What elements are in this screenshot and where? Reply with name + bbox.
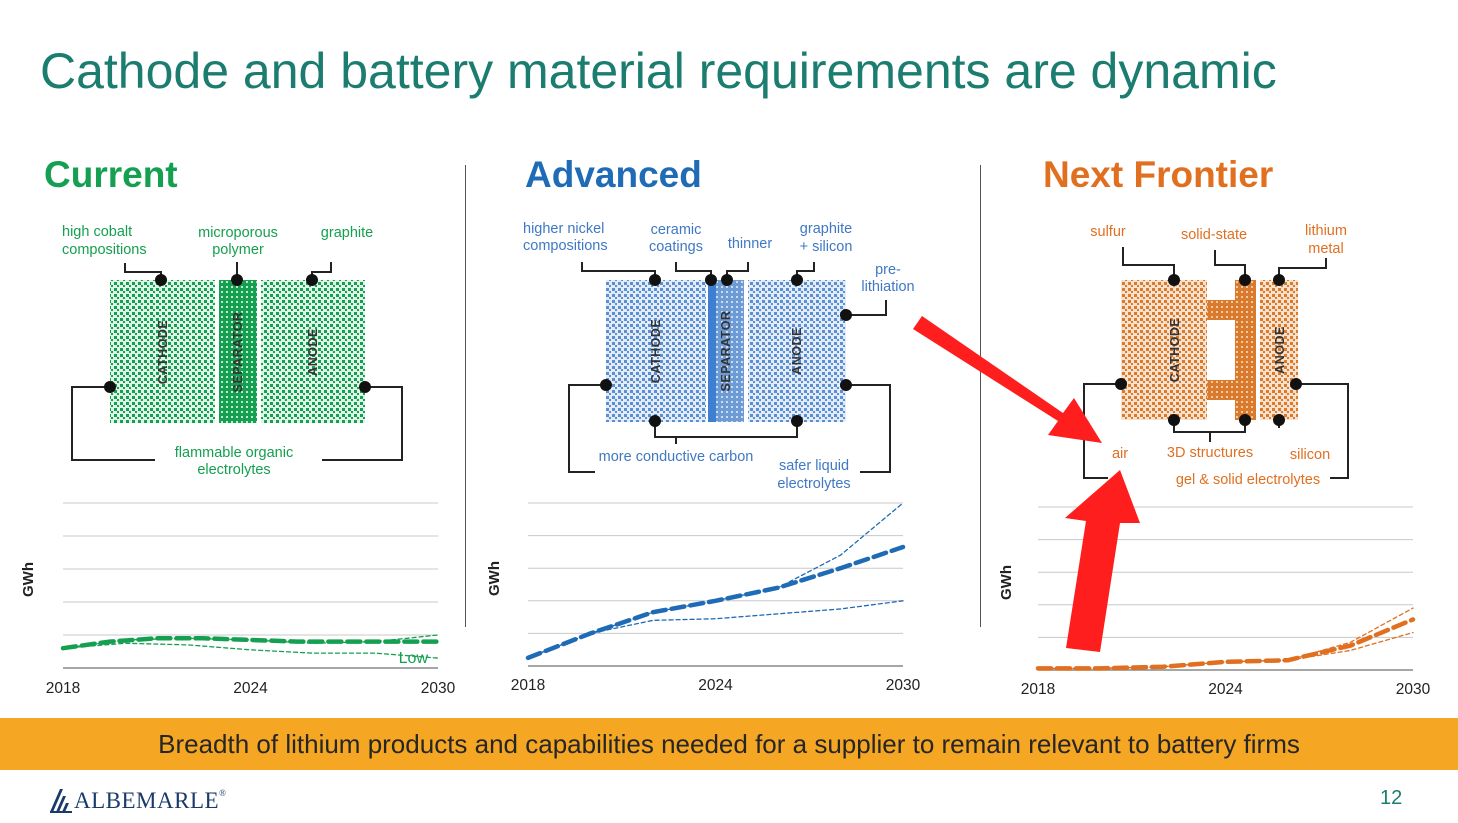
advanced-label-graphite-1: graphite (800, 221, 852, 237)
current-anode-block (261, 280, 365, 423)
frontier-label-solid-state: solid-state (1181, 227, 1247, 243)
current-cathode-word: CATHODE (156, 320, 170, 384)
advanced-cathode-word: CATHODE (649, 319, 663, 383)
red-arrow-diagonal (913, 316, 1102, 443)
frontier-label-lithium-2: metal (1308, 241, 1343, 257)
advanced-label-ceramic-1: ceramic (651, 222, 702, 238)
frontier-solid-state-layer (1207, 280, 1256, 420)
advanced-label-thinner: thinner (728, 236, 773, 252)
advanced-label-nickel-2: compositions (523, 238, 608, 254)
current-label-cobalt-2: compositions (62, 242, 147, 258)
frontier-cathode-word: CATHODE (1168, 318, 1182, 382)
frontier-chart: GWh 2018 2024 2030 (998, 506, 1431, 698)
series-line-low (62, 642, 439, 659)
divider-1 (465, 165, 466, 627)
advanced-chart: GWh 2018 2024 2030 (486, 502, 921, 694)
current-diagram: CATHODE SEPARATOR ANODE high cobalt comp… (62, 224, 403, 478)
advanced-label-graphite-2: + silicon (800, 239, 853, 255)
current-separator-block (219, 280, 257, 423)
advanced-separator-word: SEPARATOR (719, 311, 733, 392)
logo-name: ALBEMARLE (74, 788, 220, 813)
current-label-cobalt-1: high cobalt (62, 224, 132, 240)
series-line-base (525, 544, 906, 661)
x-tick-label: 2018 (46, 680, 80, 697)
series-line-low (527, 600, 904, 659)
x-tick-label: 2018 (511, 677, 545, 694)
series-line-low (1037, 631, 1414, 670)
advanced-separator-core (708, 280, 716, 422)
frontier-label-silicon: silicon (1290, 447, 1330, 463)
current-anode-word: ANODE (306, 328, 320, 376)
frontier-label-sulfur: sulfur (1090, 224, 1126, 240)
advanced-label-nickel-1: higher nickel (523, 221, 604, 237)
slide-graphics: CATHODE SEPARATOR ANODE high cobalt comp… (20, 221, 1431, 698)
series-line-high (62, 634, 439, 649)
advanced-anode-block (748, 280, 846, 422)
frontier-anode-word: ANODE (1273, 326, 1287, 374)
advanced-separator-block (716, 280, 744, 422)
current-label-polymer-2: polymer (212, 242, 264, 258)
current-heading: Current (44, 154, 178, 195)
current-separator-word: SEPARATOR (231, 312, 245, 393)
advanced-label-prelith-2: lithiation (861, 279, 914, 295)
frontier-label-electrolyte: gel & solid electrolytes (1176, 472, 1320, 488)
current-label-graphite: graphite (321, 225, 373, 241)
current-chart: GWh 2018 2024 2030 Low (20, 502, 456, 697)
current-cathode-block (110, 280, 215, 423)
frontier-label-air: air (1112, 446, 1128, 462)
banner-text: Breadth of lithium products and capabili… (158, 729, 1300, 759)
annotation-label: Low (399, 650, 429, 667)
advanced-anode-word: ANODE (790, 327, 804, 375)
x-tick-label: 2030 (1396, 681, 1431, 698)
albemarle-logo-icon (50, 789, 72, 813)
logo-mark: ® (219, 788, 227, 798)
x-tick-label: 2024 (698, 677, 733, 694)
frontier-cathode-block (1121, 280, 1207, 420)
frontier-label-structures: 3D structures (1167, 445, 1253, 461)
frontier-anode-block (1260, 280, 1298, 420)
page-title: Cathode and battery material requirement… (40, 43, 1277, 99)
advanced-label-prelith-1: pre- (875, 262, 901, 278)
current-label-polymer-1: microporous (198, 225, 278, 241)
x-tick-label: 2024 (1208, 681, 1243, 698)
x-tick-label: 2018 (1021, 681, 1055, 698)
advanced-diagram: CATHODE SEPARATOR ANODE higher nickel co… (523, 221, 915, 492)
x-tick-label: 2030 (421, 680, 456, 697)
bottom-banner: Breadth of lithium products and capabili… (0, 718, 1458, 770)
frontier-label-lithium-1: lithium (1305, 223, 1347, 239)
red-arrows (913, 316, 1140, 652)
y-axis-label: GWh (998, 565, 1015, 600)
y-axis-label: GWh (20, 562, 37, 597)
red-arrow-upward (1065, 470, 1140, 652)
advanced-label-electrolyte-2: electrolytes (777, 476, 850, 492)
y-axis-label: GWh (486, 561, 503, 596)
x-tick-label: 2024 (233, 680, 268, 697)
frontier-heading: Next Frontier (1043, 154, 1274, 195)
advanced-label-carbon: more conductive carbon (599, 449, 754, 465)
current-label-electrolyte-2: electrolytes (197, 462, 270, 478)
x-tick-label: 2030 (886, 677, 921, 694)
page-number: 12 (1380, 787, 1403, 809)
divider-2 (980, 165, 981, 627)
advanced-cathode-block (606, 280, 706, 422)
advanced-heading: Advanced (525, 154, 702, 195)
advanced-label-ceramic-2: coatings (649, 239, 703, 255)
current-label-electrolyte-1: flammable organic (175, 445, 293, 461)
albemarle-logo-text: ALBEMARLE® (74, 788, 226, 814)
frontier-diagram: CATHODE ANODE sulfur solid-state lithium… (1083, 223, 1349, 488)
advanced-label-electrolyte-1: safer liquid (779, 458, 849, 474)
